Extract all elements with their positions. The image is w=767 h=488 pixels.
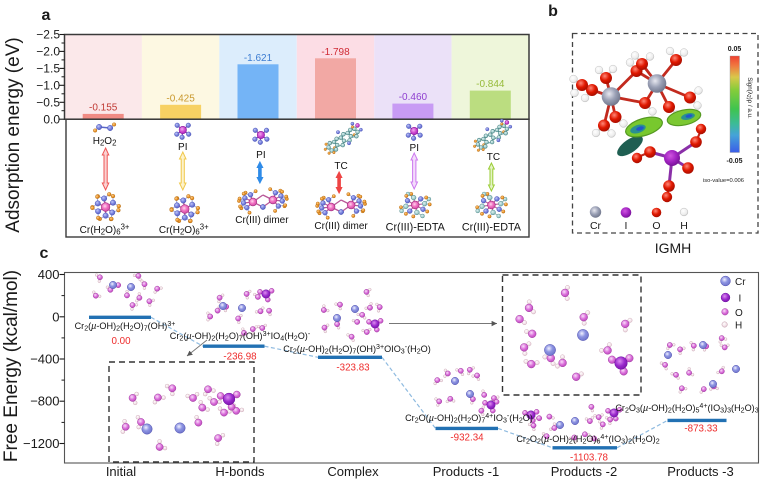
svg-text:c: c: [40, 245, 49, 262]
svg-text:−1200: −1200: [23, 436, 60, 451]
svg-text:Sign(λ2)ρ / a.u.: Sign(λ2)ρ / a.u.: [745, 77, 753, 119]
svg-text:0.05: 0.05: [728, 46, 742, 53]
svg-text:0: 0: [52, 309, 59, 324]
svg-text:-932.34: -932.34: [450, 433, 484, 444]
svg-text:Initial: Initial: [106, 464, 136, 479]
svg-text:-0.460: -0.460: [399, 92, 428, 103]
svg-text:IGMH: IGMH: [655, 240, 692, 256]
svg-text:-236.98: -236.98: [223, 351, 257, 362]
svg-text:0.00: 0.00: [111, 336, 131, 347]
svg-text:O: O: [652, 220, 660, 232]
svg-text:H-bonds: H-bonds: [215, 464, 265, 479]
svg-text:Adsorption energy (eV): Adsorption energy (eV): [3, 37, 24, 232]
svg-text:Products -2: Products -2: [551, 464, 617, 479]
svg-text:-0.844: -0.844: [476, 79, 505, 90]
svg-text:−0.5: −0.5: [36, 96, 60, 110]
svg-text:Products -3: Products -3: [667, 464, 733, 479]
svg-text:iso-value=0.006: iso-value=0.006: [703, 178, 744, 184]
svg-text:−1.5: −1.5: [36, 62, 60, 76]
svg-text:-1.798: -1.798: [321, 47, 350, 58]
svg-text:-0.425: -0.425: [166, 93, 195, 104]
svg-text:-1.621: -1.621: [244, 53, 273, 64]
svg-text:Complex: Complex: [327, 464, 379, 479]
svg-text:−2.5: −2.5: [36, 28, 60, 42]
svg-text:-0.155: -0.155: [89, 102, 118, 113]
svg-text:H: H: [680, 220, 688, 232]
svg-text:-323.83: -323.83: [336, 362, 370, 373]
svg-text:b: b: [548, 3, 558, 20]
svg-text:-1103.78: -1103.78: [570, 453, 608, 464]
svg-text:Cr: Cr: [590, 220, 602, 232]
svg-text:-873.33: -873.33: [684, 423, 718, 434]
svg-text:Products -1: Products -1: [433, 464, 499, 479]
svg-text:−2.0: −2.0: [36, 45, 60, 59]
svg-text:Cr: Cr: [735, 277, 746, 288]
svg-text:−400: −400: [30, 352, 59, 367]
svg-text:I: I: [625, 220, 628, 232]
svg-text:I: I: [739, 294, 742, 305]
svg-text:−1.0: −1.0: [36, 79, 60, 93]
svg-text:a: a: [42, 7, 51, 24]
svg-text:-0.05: -0.05: [727, 158, 743, 165]
svg-text:0.0: 0.0: [43, 112, 60, 126]
svg-text:400: 400: [38, 267, 60, 282]
svg-text:Free Energy (kcal/mol): Free Energy (kcal/mol): [1, 270, 22, 462]
svg-text:−800: −800: [30, 394, 59, 409]
svg-text:H: H: [735, 321, 742, 332]
svg-text:O: O: [735, 308, 743, 319]
